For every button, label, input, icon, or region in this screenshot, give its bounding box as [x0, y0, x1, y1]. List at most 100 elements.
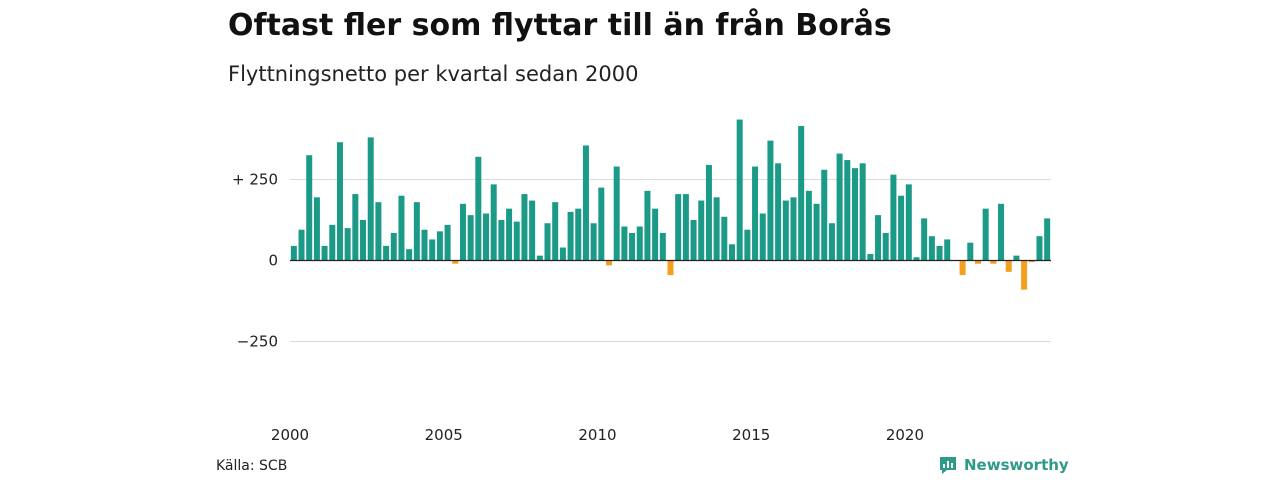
bar-negative	[452, 260, 459, 264]
bar-positive	[721, 216, 728, 261]
bar-positive	[629, 232, 636, 261]
bar-positive	[944, 239, 951, 261]
bar-positive	[982, 208, 989, 261]
bar-positive	[759, 213, 766, 261]
bar-positive	[705, 164, 712, 261]
bar-positive	[552, 202, 559, 261]
bar-positive	[736, 119, 743, 261]
bar-positive	[998, 203, 1005, 261]
bar-positive	[675, 194, 682, 261]
bar-positive	[344, 228, 351, 261]
bar-positive	[1036, 236, 1043, 261]
chart-title: Oftast fler som flyttar till än från Bor…	[228, 8, 892, 43]
bar-positive	[336, 142, 343, 261]
bar-positive	[390, 232, 397, 261]
bar-positive	[821, 169, 828, 261]
bar-negative	[606, 260, 613, 266]
bar-positive	[967, 242, 974, 261]
bar-negative	[1028, 260, 1035, 263]
bar-positive	[490, 184, 497, 261]
bar-positive	[475, 156, 482, 261]
bar-positive	[875, 215, 882, 261]
brand-logo[interactable]: Newsworthy	[938, 455, 1069, 475]
bar-positive	[529, 200, 536, 261]
y-tick-label: + 250	[232, 171, 278, 189]
bar-positive	[752, 166, 759, 261]
bar-positive	[290, 245, 297, 261]
bar-positive	[598, 187, 605, 261]
bar-positive	[429, 239, 436, 261]
bar-positive	[459, 203, 466, 261]
bar-positive	[582, 145, 589, 261]
bar-positive	[567, 211, 574, 261]
bar-positive	[298, 229, 305, 261]
y-tick-label: 0	[268, 252, 278, 270]
bar-negative	[1021, 260, 1028, 290]
x-tick-label: 2020	[886, 426, 924, 444]
bar-positive	[313, 197, 320, 261]
bar-positive	[544, 223, 551, 261]
bar-positive	[1044, 218, 1051, 261]
bar-positive	[813, 203, 820, 261]
bar-positive	[836, 153, 843, 261]
bar-positive	[321, 245, 328, 261]
bar-positive	[659, 232, 666, 261]
bar-positive	[682, 194, 689, 261]
bar-positive	[713, 197, 720, 261]
bar-positive	[767, 140, 774, 261]
bar-positive	[775, 163, 782, 261]
bar-positive	[444, 224, 451, 261]
bar-positive	[913, 257, 920, 261]
x-tick-label: 2015	[732, 426, 770, 444]
bar-positive	[498, 220, 505, 261]
bar-positive	[805, 190, 812, 261]
bar-positive	[621, 226, 628, 261]
bar-positive	[882, 232, 889, 261]
bar-positive	[398, 195, 405, 261]
bar-positive	[652, 208, 659, 261]
brand-name: Newsworthy	[964, 456, 1069, 474]
bar-positive	[698, 200, 705, 261]
bar-positive	[798, 126, 805, 261]
bar-positive	[867, 254, 874, 261]
bar-positive	[513, 221, 520, 261]
bar-positive	[890, 174, 897, 261]
bar-positive	[536, 255, 543, 261]
bar-positive	[352, 194, 359, 261]
y-tick-label: −250	[237, 333, 278, 351]
bar-positive	[521, 194, 528, 261]
bar-positive	[644, 190, 651, 261]
x-tick-label: 2000	[271, 426, 309, 444]
bar-positive	[898, 195, 905, 261]
bar-positive	[744, 229, 751, 261]
bar-positive	[844, 160, 851, 261]
bar-positive	[406, 249, 413, 261]
x-axis-ticks: 2000 2005 2010 2015 2020	[271, 426, 924, 444]
chart-subtitle: Flyttningsnetto per kvartal sedan 2000	[228, 62, 639, 86]
bar-positive	[613, 166, 620, 261]
bar-positive	[859, 163, 866, 261]
x-tick-label: 2010	[578, 426, 616, 444]
bar-positive	[306, 155, 313, 261]
bar-positive	[729, 244, 735, 261]
bar-positive	[851, 168, 858, 261]
bar-positive	[436, 231, 443, 261]
bar-negative	[959, 260, 966, 276]
bar-negative	[1005, 260, 1012, 272]
bar-negative	[667, 260, 674, 276]
bar-positive	[828, 223, 835, 261]
x-tick-label: 2005	[425, 426, 463, 444]
bar-positive	[506, 208, 513, 261]
bar-positive	[936, 245, 943, 261]
bar-positive	[575, 208, 582, 261]
bar-positive	[360, 220, 367, 261]
bar-positive	[329, 224, 336, 261]
chart-bubble-icon	[940, 457, 956, 474]
bar-positive	[928, 236, 935, 261]
bar-positive	[383, 245, 390, 261]
bar-negative	[990, 260, 997, 264]
bar-positive	[1013, 255, 1020, 261]
bar-positive	[559, 247, 566, 261]
gridlines	[290, 179, 1051, 342]
